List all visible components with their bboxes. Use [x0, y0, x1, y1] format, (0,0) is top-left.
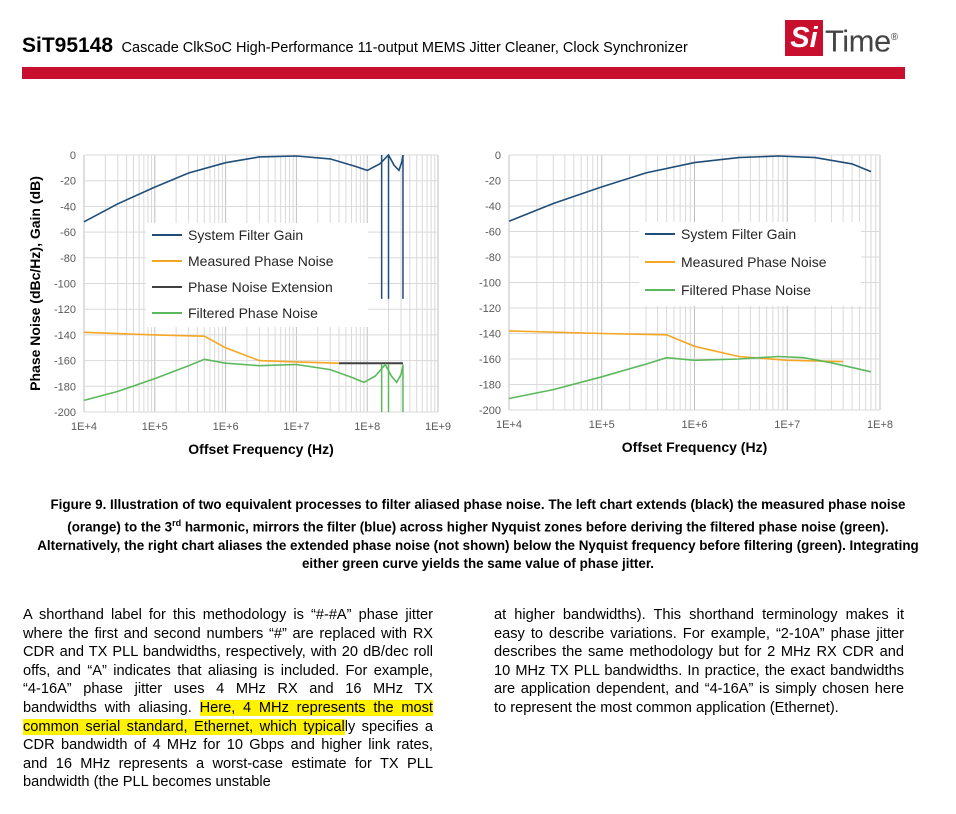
- legend-bg: [639, 250, 861, 278]
- y-tick-label: -100: [479, 278, 501, 290]
- legend-label: Measured Phase Noise: [681, 254, 827, 270]
- body-column-right: at higher bandwidths). This shorthand te…: [494, 606, 904, 718]
- legend-label: Measured Phase Noise: [188, 253, 334, 269]
- x-tick-label: 1E+7: [774, 419, 800, 431]
- x-axis-label: Offset Frequency (Hz): [188, 441, 333, 457]
- document-header: SiT95148 Cascade ClkSoC High-Performance…: [22, 34, 688, 58]
- figure-label: Figure 9.: [50, 497, 107, 512]
- y-tick-label: -140: [54, 330, 76, 342]
- series-line-1: [83, 331, 340, 364]
- legend-label: System Filter Gain: [188, 227, 303, 243]
- caption-superscript: rd: [172, 518, 182, 529]
- y-tick-label: -120: [54, 304, 76, 316]
- part-number: SiT95148: [22, 34, 114, 57]
- chart-legend: System Filter Gain Measured Phase Noise Ph…: [146, 223, 368, 327]
- x-tick-label: 1E+5: [589, 419, 615, 431]
- caption-text-after: harmonic, mirrors the filter (blue) acro…: [37, 519, 919, 572]
- y-tick-label: -200: [479, 405, 501, 417]
- legend-label: Phase Noise Extension: [188, 279, 333, 295]
- logo-time: Time®: [825, 23, 898, 59]
- y-tick-label: -80: [60, 253, 76, 265]
- y-tick-label: 0: [70, 150, 76, 162]
- x-tick-label: 1E+4: [496, 419, 522, 431]
- y-tick-label: -20: [485, 176, 501, 188]
- x-tick-label: 1E+6: [213, 421, 239, 433]
- x-axis-label: Offset Frequency (Hz): [622, 439, 767, 455]
- y-tick-label: -140: [479, 329, 501, 341]
- x-tick-label: 1E+8: [867, 419, 893, 431]
- x-tick-label: 1E+6: [682, 419, 708, 431]
- body-left-text-continued: ly specifies a CDR bandwidth of 4 MHz fo…: [23, 718, 434, 791]
- caption-text: Illustration of two equivalent processes…: [67, 497, 906, 535]
- x-tick-label: 1E+5: [142, 421, 168, 433]
- series-line-2: [508, 355, 872, 400]
- body-right-text: at higher bandwidths). This shorthand te…: [494, 607, 904, 716]
- right-chart: 0 -20 -40 -60 -80 -100 -120 -140 -160 -180 -200 1E+…: [479, 150, 893, 455]
- legend-label: Filtered Phase Noise: [681, 282, 811, 298]
- document-subtitle: Cascade ClkSoC High-Performance 11-outpu…: [121, 40, 688, 56]
- y-tick-label: -100: [54, 279, 76, 291]
- legend-bg: [639, 278, 861, 306]
- y-tick-label: -180: [54, 381, 76, 393]
- legend-label: Filtered Phase Noise: [188, 305, 318, 321]
- legend-bg: [146, 301, 368, 327]
- body-column-left: A shorthand label for this methodology i…: [23, 606, 433, 792]
- y-tick-label: -180: [479, 380, 501, 392]
- legend-bg: [146, 249, 368, 275]
- figure-caption: Figure 9. Illustration of two equivalent…: [30, 496, 926, 573]
- y-tick-label: 0: [495, 150, 501, 162]
- left-chart: 0 -20 -40 -60 -80 -100 -120 -140 -160 -180 -200 1E+…: [27, 150, 451, 457]
- legend-bg: [639, 222, 861, 250]
- header-rule: [22, 67, 905, 79]
- y-tick-label: -20: [60, 176, 76, 188]
- y-tick-label: -40: [60, 201, 76, 213]
- series-line-0: [83, 153, 404, 223]
- logo-si: Si: [785, 20, 823, 56]
- y-tick-label: -40: [485, 201, 501, 213]
- series-line-0: [508, 155, 872, 223]
- y-tick-label: -80: [485, 252, 501, 264]
- y-tick-label: -160: [54, 356, 76, 368]
- chart-legend: System Filter Gain Measured Phase Noise Fi…: [639, 222, 861, 306]
- y-axis-label: Phase Noise (dBc/Hz), Gain (dB): [27, 176, 43, 391]
- y-tick-label: -200: [54, 407, 76, 419]
- y-tick-label: -60: [60, 227, 76, 239]
- series-line-1: [508, 330, 844, 363]
- legend-label: System Filter Gain: [681, 226, 796, 242]
- legend-bg: [146, 223, 368, 249]
- y-tick-label: -120: [479, 303, 501, 315]
- legend-bg: [146, 275, 368, 301]
- y-tick-label: -160: [479, 354, 501, 366]
- y-tick-label: -60: [485, 227, 501, 239]
- body-left-text: A shorthand label for this methodology i…: [23, 607, 433, 716]
- x-tick-label: 1E+8: [354, 421, 380, 433]
- x-tick-label: 1E+4: [71, 421, 97, 433]
- x-tick-label: 1E+9: [425, 421, 451, 433]
- series-line-3: [83, 358, 404, 402]
- x-tick-label: 1E+7: [283, 421, 309, 433]
